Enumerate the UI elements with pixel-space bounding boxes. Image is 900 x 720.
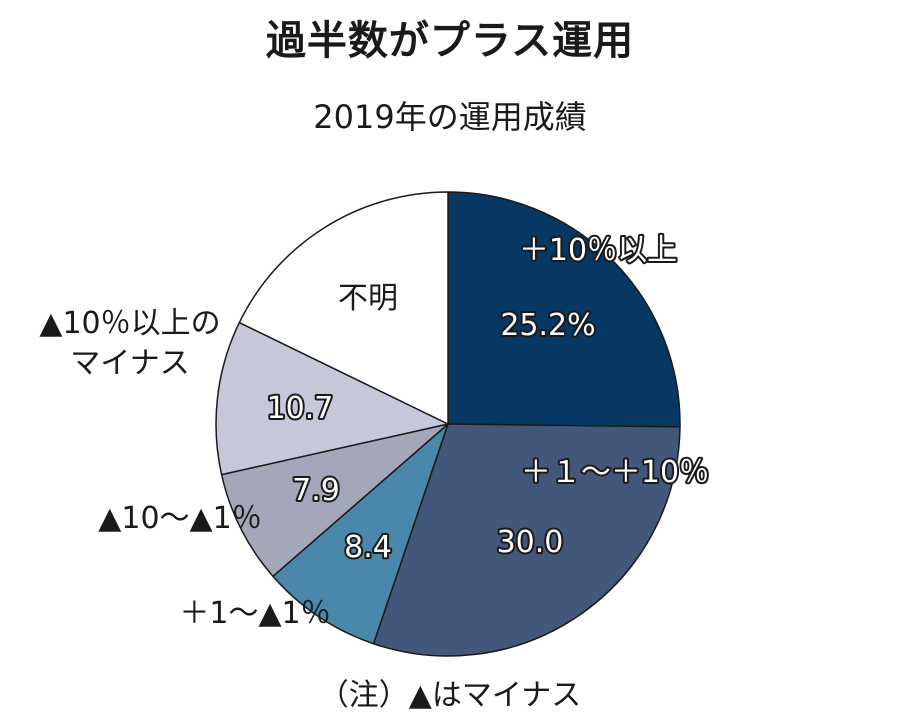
slice-label: ▲10～▲1％ [98,501,261,536]
slice-label: ＋１～＋10％ [521,455,709,490]
slice-value-label: 25.2% [500,308,595,343]
pie-slice [372,423,681,657]
slice-value-label: 8.4 [344,530,392,565]
slice-label: 不明 [338,281,398,316]
slice-value-label: 10.7 [267,391,334,426]
pie-slice [447,191,681,428]
pie-slice [238,191,449,425]
slice-value-label: 30.0 [497,525,564,560]
pie-slice [215,321,449,476]
slice-value-label: 7.9 [292,473,340,508]
chart-title: 過半数がプラス運用 [265,18,635,64]
slice-label: ＋1～▲1％ [179,596,330,631]
slice-label: マイナス [70,346,189,381]
chart-subtitle: 2019年の運用成績 [313,98,587,136]
slice-label: ▲10％以上の [39,306,220,341]
chart-note: （注）▲はマイナス [318,678,582,713]
pie-slice [272,423,449,645]
slice-label: ＋10％以上 [519,233,677,268]
